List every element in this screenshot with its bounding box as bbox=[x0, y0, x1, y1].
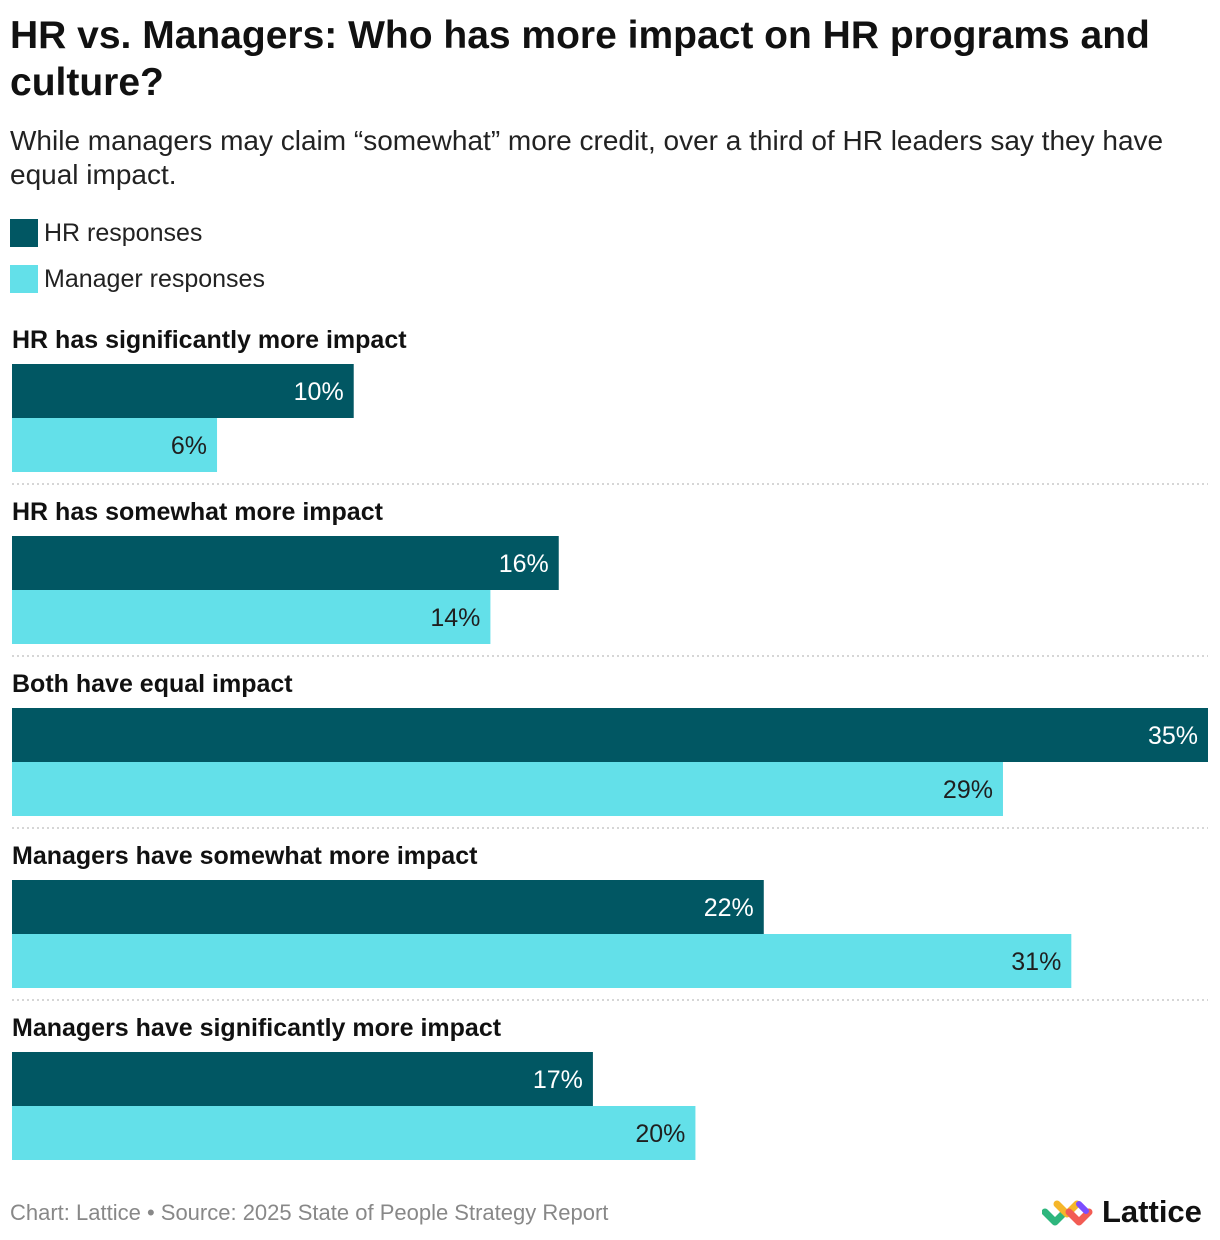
bar-manager bbox=[12, 762, 1003, 816]
data-label-manager: 14% bbox=[430, 604, 480, 632]
chart-title: HR vs. Managers: Who has more impact on … bbox=[10, 14, 1150, 104]
category-label: Both have equal impact bbox=[12, 670, 293, 698]
data-label-manager: 31% bbox=[1011, 948, 1061, 976]
bar-hr bbox=[12, 1052, 593, 1106]
bar-manager bbox=[12, 934, 1072, 988]
data-label-hr: 17% bbox=[533, 1066, 583, 1094]
bar-manager bbox=[12, 418, 218, 472]
bar-hr bbox=[12, 708, 1208, 762]
legend-item-hr: HR responses bbox=[10, 216, 265, 250]
legend-item-manager: Manager responses bbox=[10, 262, 265, 296]
lattice-logo-icon bbox=[1042, 1200, 1093, 1226]
legend-label-manager: Manager responses bbox=[44, 264, 265, 293]
category-label: Managers have somewhat more impact bbox=[12, 842, 478, 870]
brand: Lattice bbox=[1042, 1194, 1202, 1230]
data-label-hr: 10% bbox=[294, 378, 344, 406]
category-label: HR has somewhat more impact bbox=[12, 498, 384, 526]
data-label-hr: 16% bbox=[499, 550, 549, 578]
legend-swatch-manager bbox=[10, 265, 38, 293]
legend-swatch-hr bbox=[10, 219, 38, 247]
data-label-manager: 20% bbox=[635, 1120, 685, 1148]
chart-subtitle: While managers may claim “somewhat” more… bbox=[10, 125, 1164, 190]
legend: HR responses Manager responses bbox=[10, 216, 265, 308]
category-label: HR has significantly more impact bbox=[12, 326, 407, 354]
bar-hr bbox=[12, 536, 559, 590]
legend-label-hr: HR responses bbox=[44, 218, 203, 247]
bar-hr bbox=[12, 880, 764, 934]
data-label-manager: 6% bbox=[171, 432, 207, 460]
category-label: Managers have significantly more impact bbox=[12, 1014, 502, 1042]
brand-name: Lattice bbox=[1102, 1194, 1202, 1229]
bar-manager bbox=[12, 590, 491, 644]
bar-hr bbox=[12, 364, 354, 418]
data-label-hr: 22% bbox=[704, 894, 754, 922]
bar-chart: HR has significantly more impact 10% 6% HR … bbox=[12, 326, 1208, 1160]
data-label-manager: 29% bbox=[943, 776, 993, 804]
chart-footer: Chart: Lattice • Source: 2025 State of P… bbox=[10, 1200, 609, 1225]
data-label-hr: 35% bbox=[1148, 722, 1198, 750]
bar-manager bbox=[12, 1106, 696, 1160]
